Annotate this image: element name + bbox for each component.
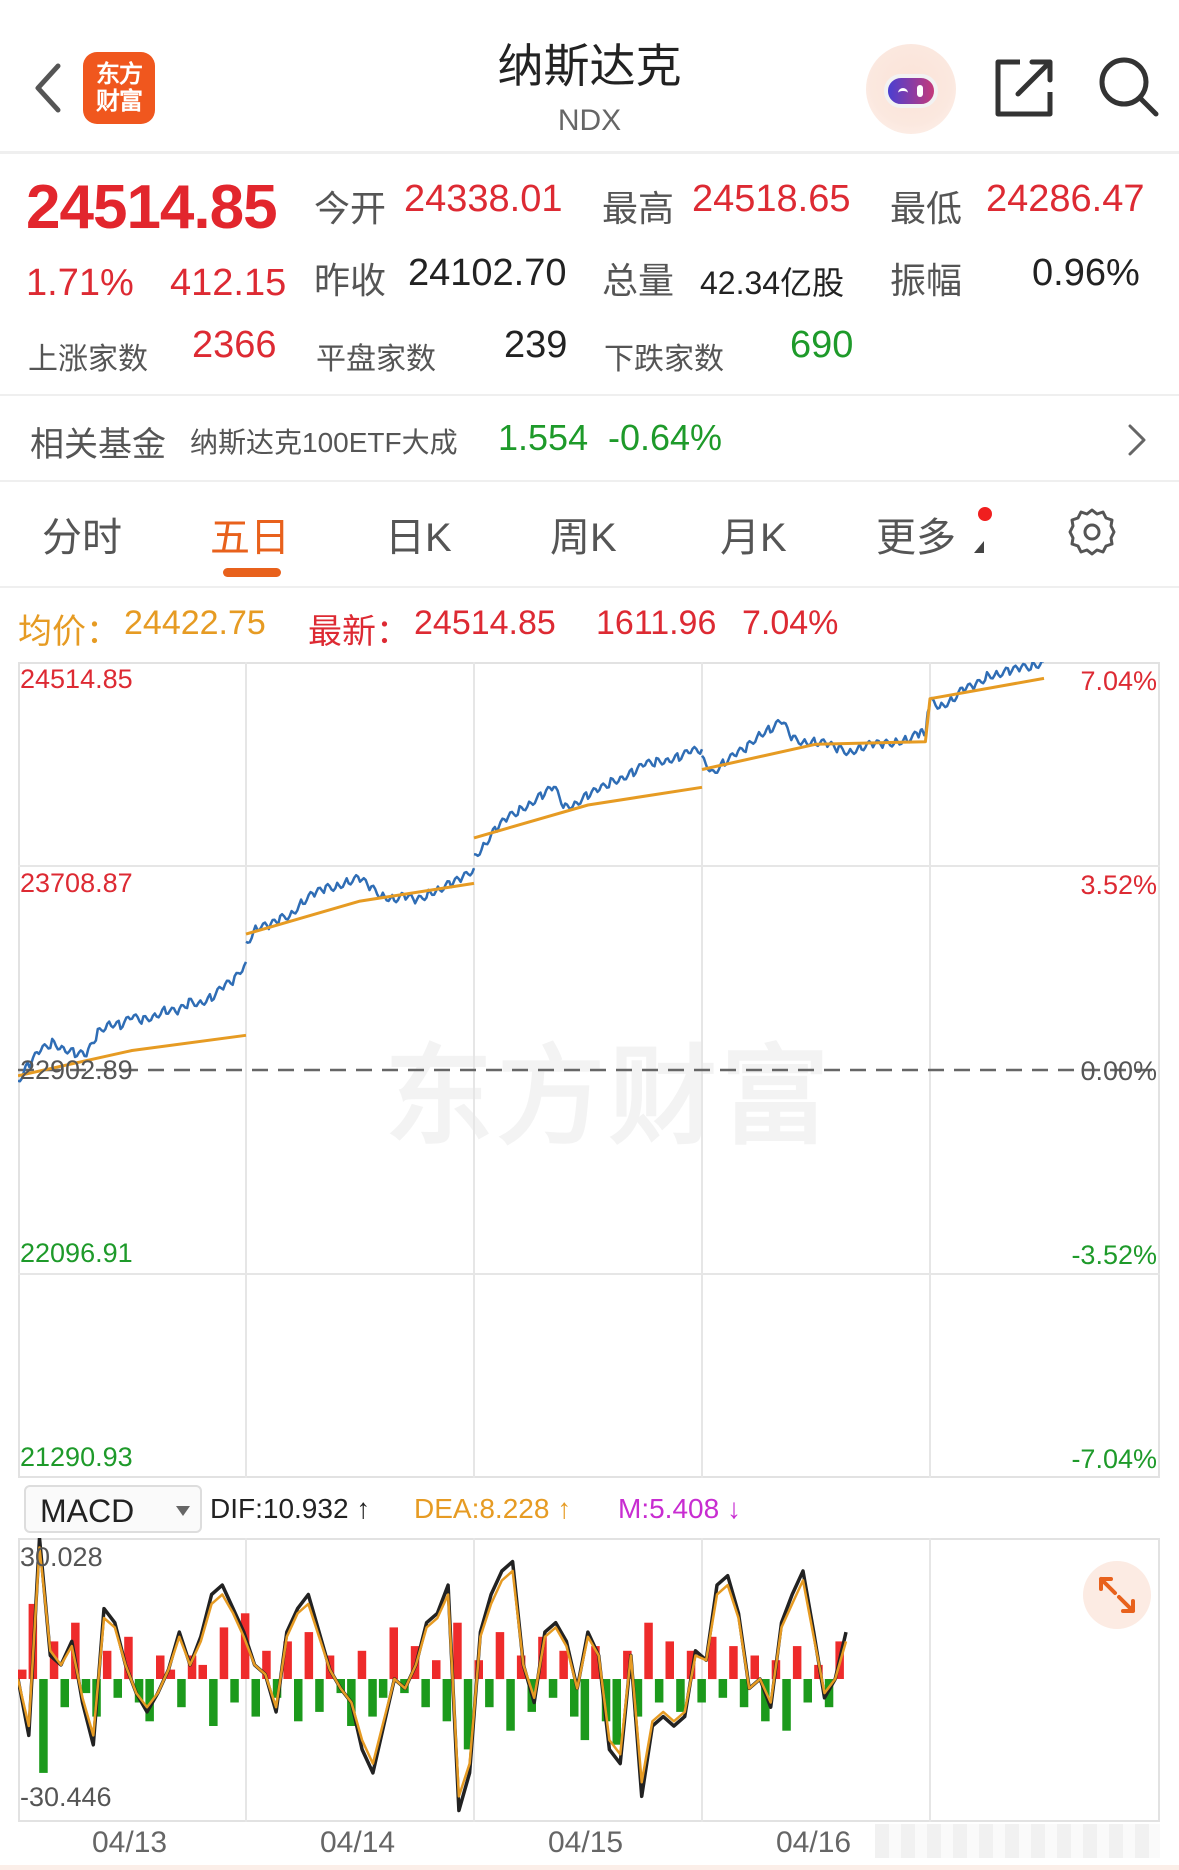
down-count-value: 690	[790, 324, 854, 366]
latest-value: 24514.85	[414, 604, 556, 642]
x-axis-date-3: 04/15	[548, 1826, 624, 1859]
logo-line-2: 财富	[96, 88, 143, 115]
volume-label: 总量	[602, 260, 675, 301]
open-label: 今开	[314, 188, 387, 229]
fund-change: -0.64%	[608, 417, 723, 458]
active-tab-underline	[223, 568, 281, 577]
quote-divider	[0, 394, 1179, 396]
robot-assistant-icon[interactable]	[866, 44, 956, 134]
y-axis-label-top: 24514.85	[20, 664, 133, 694]
pct-axis-label-baseline: 0.00%	[1080, 1056, 1157, 1086]
avg-price-label: 均价：	[18, 613, 120, 651]
tab-intraday[interactable]: 分时	[42, 516, 122, 560]
fund-price: 1.554	[498, 417, 589, 458]
prev-close-label: 昨收	[314, 260, 387, 301]
pct-axis-label-top: 7.04%	[1080, 666, 1157, 696]
current-price: 24514.85	[26, 173, 278, 242]
avg-price-value: 24422.75	[124, 604, 266, 642]
app-header: 东方 财富 纳斯达克 NDX	[0, 0, 1179, 152]
share-icon[interactable]	[992, 52, 1060, 120]
macd-dea: DEA:8.228 ↑	[414, 1493, 572, 1524]
tab-weekly-k[interactable]: 周K	[550, 516, 617, 560]
y-axis-label-4: 22096.91	[20, 1238, 133, 1268]
pct-axis-label-4: -3.52%	[1071, 1240, 1157, 1270]
fund-divider	[0, 480, 1179, 482]
y-axis-label-2: 23708.87	[20, 868, 133, 898]
up-count-value: 2366	[192, 324, 277, 366]
logo-line-1: 东方	[96, 61, 143, 88]
volume-value: 42.34亿股	[700, 265, 845, 301]
bottom-bar	[0, 1865, 1179, 1870]
change-amount: 412.15	[170, 262, 287, 304]
macd-y-max: 30.028	[20, 1542, 103, 1572]
dropdown-triangle-icon	[176, 1506, 190, 1516]
page-title: 纳斯达克	[497, 40, 682, 92]
high-value: 24518.65	[692, 178, 851, 220]
x-axis-date-4: 04/16	[776, 1826, 852, 1859]
amplitude-label: 振幅	[890, 260, 963, 301]
amplitude-value: 0.96%	[1032, 252, 1140, 294]
change-percent: 1.71%	[26, 262, 134, 304]
up-count-label: 上涨家数	[28, 343, 148, 376]
related-fund-label: 相关基金	[30, 426, 166, 464]
pct-axis-label-2: 3.52%	[1080, 870, 1157, 900]
tab-daily-k[interactable]: 日K	[385, 516, 452, 560]
tab-five-day[interactable]: 五日	[210, 516, 290, 560]
low-value: 24286.47	[986, 178, 1145, 220]
header-divider	[0, 151, 1179, 154]
macd-chart-plot	[18, 1538, 931, 1822]
stock-code: NDX	[557, 104, 622, 137]
macd-m: M:5.408 ↓	[618, 1493, 741, 1524]
flat-count-label: 平盘家数	[316, 343, 436, 376]
blurred-overlay	[875, 1824, 1160, 1858]
y-axis-label-baseline: 22902.89	[20, 1055, 133, 1085]
tab-monthly-k[interactable]: 月K	[720, 516, 787, 560]
latest-change: 1611.96	[596, 604, 717, 642]
open-value: 24338.01	[404, 178, 563, 220]
robot-face	[884, 74, 938, 108]
tabs-divider	[0, 586, 1179, 588]
prev-close-value: 24102.70	[408, 252, 567, 294]
indicator-select-value: MACD	[40, 1493, 135, 1529]
macd-dif: DIF:10.932 ↑	[210, 1493, 371, 1524]
latest-change-percent: 7.04%	[742, 604, 839, 642]
expand-chart-button[interactable]	[1083, 1561, 1151, 1629]
high-label: 最高	[602, 188, 675, 229]
indicator-select[interactable]: MACD	[24, 1485, 202, 1533]
search-icon[interactable]	[1094, 52, 1162, 120]
x-axis-date-1: 04/13	[92, 1826, 168, 1859]
back-chevron-icon[interactable]	[28, 58, 68, 118]
tab-more[interactable]: 更多	[876, 516, 956, 560]
latest-label: 最新：	[308, 613, 410, 651]
macd-y-min: -30.446	[20, 1782, 112, 1812]
price-chart-plot	[18, 662, 1160, 1478]
down-count-label: 下跌家数	[604, 343, 724, 376]
expand-arrows-icon	[1099, 1577, 1135, 1613]
notification-dot	[978, 507, 992, 521]
low-label: 最低	[890, 188, 963, 229]
x-axis-date-2: 04/14	[320, 1826, 396, 1859]
watermark: 东方财富	[385, 1036, 834, 1157]
settings-gear-icon[interactable]	[1066, 506, 1118, 558]
related-fund-row[interactable]: 相关基金 纳斯达克100ETF大成 1.554 -0.64%	[0, 395, 1179, 481]
app-logo: 东方 财富	[83, 52, 155, 124]
more-dropdown-indicator-icon	[974, 541, 984, 553]
fund-name: 纳斯达克100ETF大成	[190, 427, 458, 458]
chevron-right-icon	[1128, 424, 1146, 456]
y-axis-label-bottom: 21290.93	[20, 1442, 133, 1472]
flat-count-value: 239	[504, 324, 568, 366]
pct-axis-label-bottom: -7.04%	[1071, 1444, 1157, 1474]
